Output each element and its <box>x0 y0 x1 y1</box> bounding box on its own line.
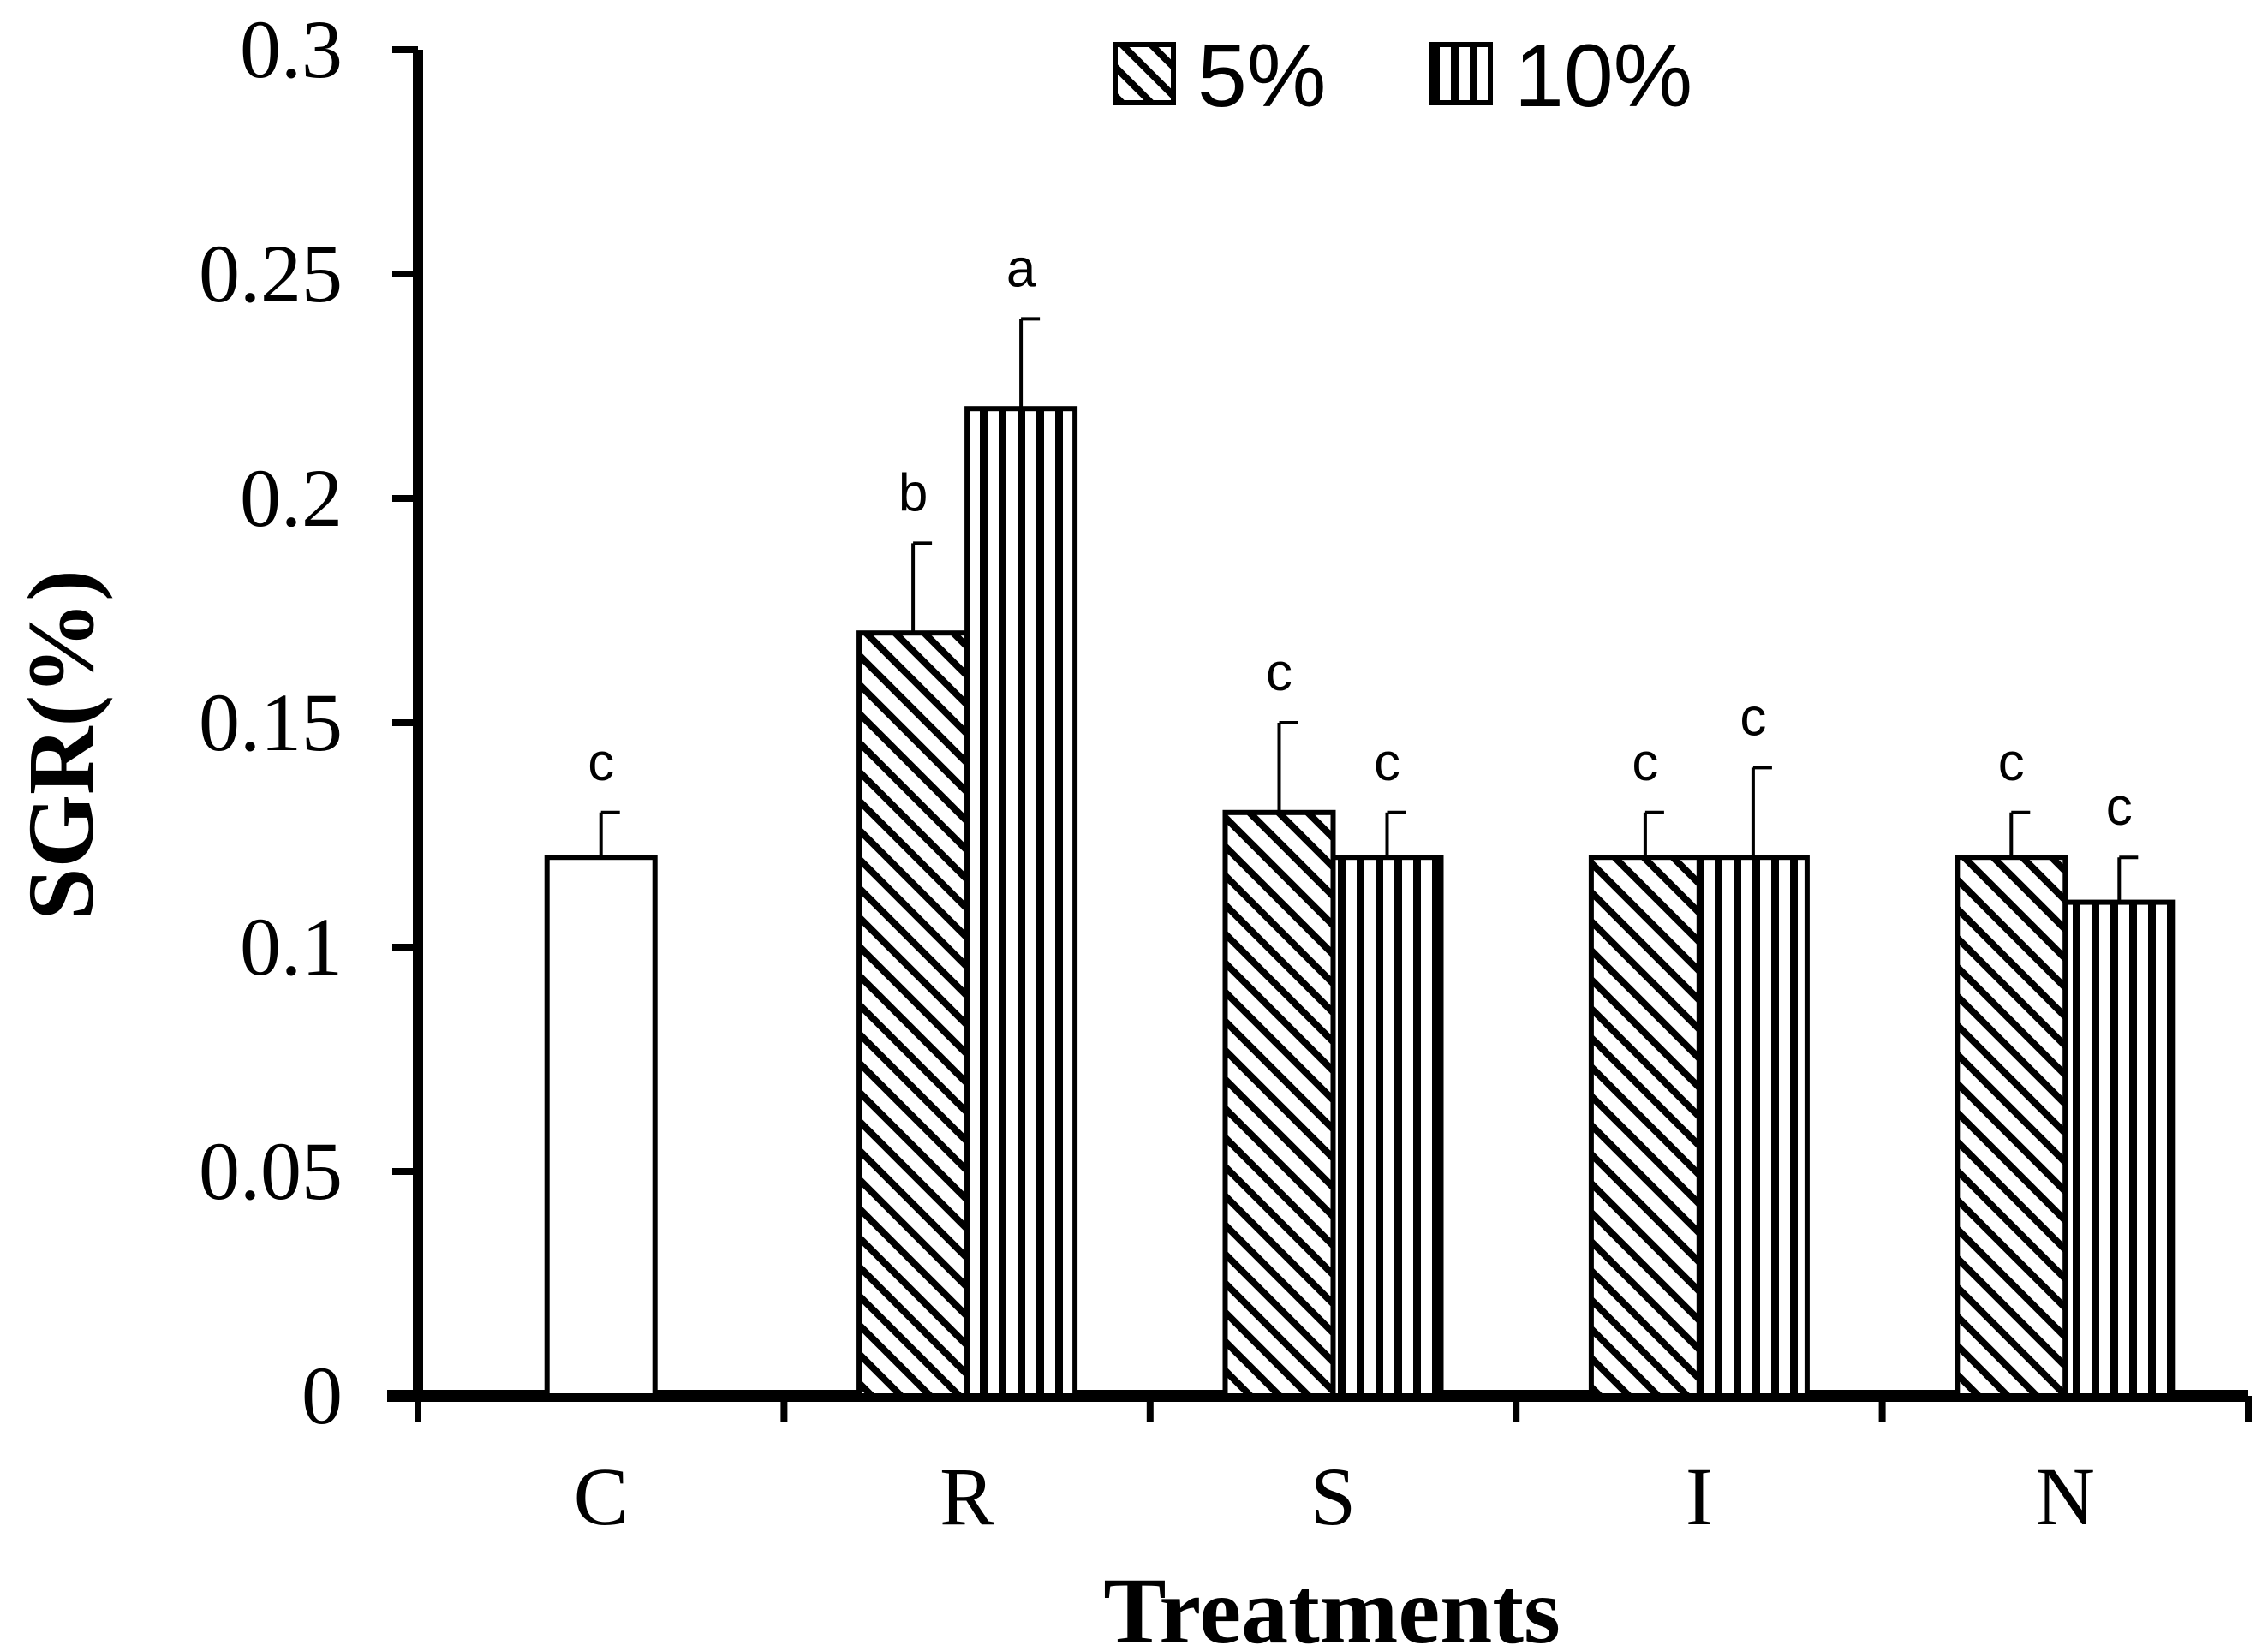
y-tick-label-5: 0.25 <box>199 228 343 319</box>
error-bars <box>599 317 2139 903</box>
series-1-S-sig-label: c <box>1374 733 1400 792</box>
series-1-N-bar <box>2062 899 2176 1398</box>
series-1-R-bar <box>964 406 1078 1399</box>
x-axis-title: Treatments <box>1103 1559 1561 1651</box>
legend-label-5pct: 5% <box>1197 27 1326 126</box>
series-0-R-sig-label: b <box>898 463 928 522</box>
y-tick-label-4: 0.2 <box>240 452 343 544</box>
y-tick-label-0: 0 <box>301 1350 343 1441</box>
series-0-S-bar <box>1222 809 1336 1398</box>
category-label-R: R <box>940 1451 994 1542</box>
bars <box>544 406 2176 1399</box>
series-0-I-bar <box>1588 855 1702 1398</box>
series-1-R-sig-label: a <box>1006 239 1036 298</box>
y-tick-label-3: 0.15 <box>199 676 343 768</box>
category-label-N: N <box>2036 1451 2095 1542</box>
legend: 5% 10% <box>1113 27 1692 126</box>
significance-labels: c b c c c a c c c <box>588 239 2133 837</box>
legend-swatch-10pct <box>1429 42 1493 105</box>
series-1-I-sig-label: c <box>1740 688 1766 747</box>
control-C-sig-label: c <box>588 733 614 792</box>
series-0-R-bar <box>856 630 970 1398</box>
series-1-N-sig-label: c <box>2106 778 2133 837</box>
control-C-bar <box>544 855 658 1398</box>
y-tick-label-2: 0.1 <box>240 901 343 992</box>
y-tick-label-6: 0.3 <box>240 3 343 95</box>
series-0-N-sig-label: c <box>1998 733 2025 792</box>
series-1-S-bar <box>1330 855 1444 1398</box>
series-0-S-sig-label: c <box>1266 643 1292 702</box>
legend-swatch-5pct <box>1113 42 1176 105</box>
series-0-I-sig-label: c <box>1632 733 1658 792</box>
series-0-N-bar <box>1955 855 2068 1398</box>
category-label-I: I <box>1686 1451 1713 1542</box>
legend-label-10pct: 10% <box>1514 27 1692 126</box>
category-label-S: S <box>1310 1451 1356 1542</box>
series-1-I-bar <box>1696 855 1810 1398</box>
y-axis-title: SGR(%) <box>9 569 113 920</box>
category-label-C: C <box>574 1451 629 1542</box>
y-ticks: 0 0.05 0.1 0.15 0.2 0.25 0.3 <box>199 3 418 1441</box>
x-ticks <box>415 1396 2252 1422</box>
y-tick-label-1: 0.05 <box>199 1125 343 1217</box>
